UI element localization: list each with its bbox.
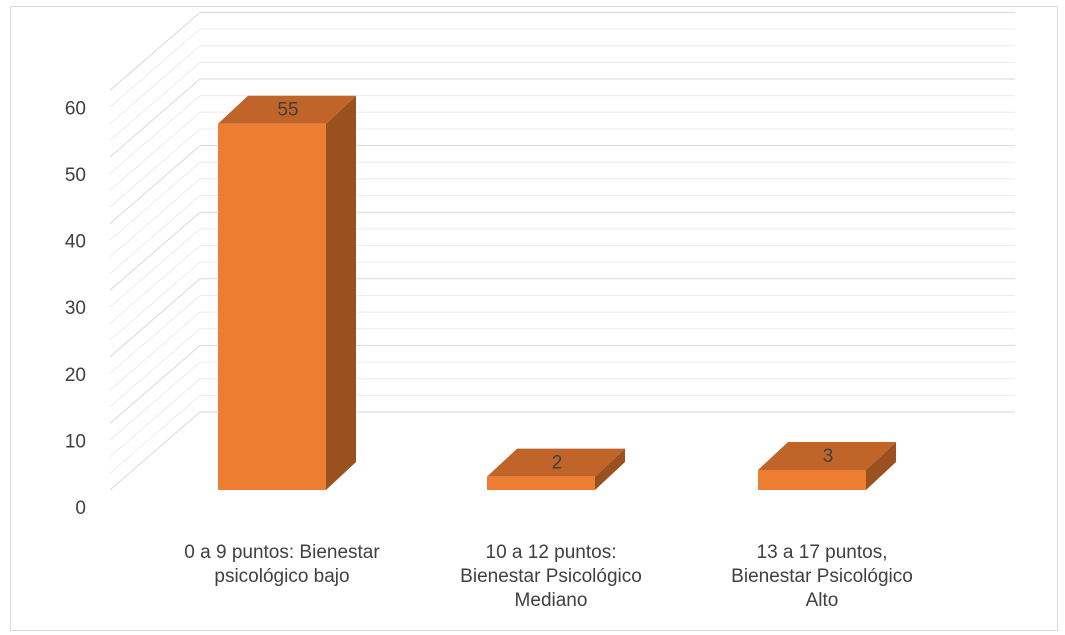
chart-frame bbox=[10, 6, 1058, 631]
bar bbox=[487, 476, 595, 490]
data-label: 2 bbox=[552, 453, 563, 474]
gridline-side-minor bbox=[109, 328, 201, 408]
bar-top-face bbox=[218, 95, 356, 124]
y-tick-label: 0 bbox=[75, 498, 86, 519]
category-label: 10 a 12 puntos: Bienestar Psicológico Medi… bbox=[460, 542, 642, 611]
gridline-side-minor bbox=[109, 28, 201, 108]
data-labels: 55 2 3 bbox=[277, 100, 833, 474]
y-tick-label: 60 bbox=[65, 98, 86, 119]
category-label-line: Mediano bbox=[515, 590, 588, 611]
y-tick-label: 30 bbox=[65, 298, 86, 319]
gridline-side bbox=[109, 345, 201, 424]
gridline-side-minor bbox=[109, 195, 201, 274]
gridline-side bbox=[109, 211, 201, 291]
gridline-side-minor bbox=[109, 45, 201, 125]
y-tick-label: 10 bbox=[65, 431, 86, 452]
y-axis-tick-labels: 0 10 20 30 40 50 60 bbox=[65, 98, 86, 519]
gridline-side-minor bbox=[109, 111, 201, 191]
x-axis-category-labels: 0 a 9 puntos: Bienestar psicológico bajo 1… bbox=[184, 542, 913, 611]
gridline-side bbox=[109, 12, 201, 91]
data-label: 55 bbox=[277, 100, 298, 121]
category-label-line: Bienestar Psicológico bbox=[731, 566, 913, 587]
gridline-side bbox=[109, 78, 201, 158]
gridline-side-minor bbox=[109, 161, 201, 241]
category-label-line: psicológico bajo bbox=[214, 566, 349, 587]
y-tick-label: 20 bbox=[65, 365, 86, 386]
category-label-line: 13 a 17 puntos, bbox=[757, 542, 888, 563]
category-label-line: 10 a 12 puntos: bbox=[486, 542, 617, 563]
gridline-side-minor bbox=[109, 378, 201, 458]
gridline-side-minor bbox=[109, 61, 201, 141]
gridline-side-minor bbox=[109, 95, 201, 175]
bars bbox=[218, 95, 896, 490]
bar-side-face bbox=[326, 95, 356, 490]
gridline-side-minor bbox=[109, 394, 201, 474]
gridline-side bbox=[109, 145, 201, 224]
category-label-line: Alto bbox=[806, 590, 839, 611]
category-label: 0 a 9 puntos: Bienestar psicológico bajo bbox=[184, 542, 380, 587]
data-label: 3 bbox=[823, 446, 834, 467]
bar-side-face bbox=[595, 448, 625, 490]
gridline-side bbox=[109, 278, 201, 358]
gridline-side-minor bbox=[109, 295, 201, 374]
gridline-side bbox=[109, 411, 201, 491]
category-label: 13 a 17 puntos, Bienestar Psicológico Alto bbox=[731, 542, 913, 611]
bar bbox=[758, 470, 866, 490]
bar-top-face bbox=[758, 442, 896, 471]
gridline-side-minor bbox=[109, 311, 201, 391]
gridline-side-minor bbox=[109, 228, 201, 308]
gridline-side-minor bbox=[109, 178, 201, 258]
gridline-side-minor bbox=[109, 128, 201, 208]
gridline-side-minor bbox=[109, 361, 201, 441]
y-tick-label: 50 bbox=[65, 165, 86, 186]
y-tick-label: 40 bbox=[65, 232, 86, 253]
gridline-side-minor bbox=[109, 261, 201, 341]
bar bbox=[218, 123, 326, 490]
gridline-side-minor bbox=[109, 245, 201, 324]
category-label-line: 0 a 9 puntos: Bienestar bbox=[184, 542, 380, 563]
bar-top-face bbox=[487, 448, 625, 477]
bar-side-face bbox=[866, 442, 896, 490]
category-label-line: Bienestar Psicológico bbox=[460, 566, 642, 587]
